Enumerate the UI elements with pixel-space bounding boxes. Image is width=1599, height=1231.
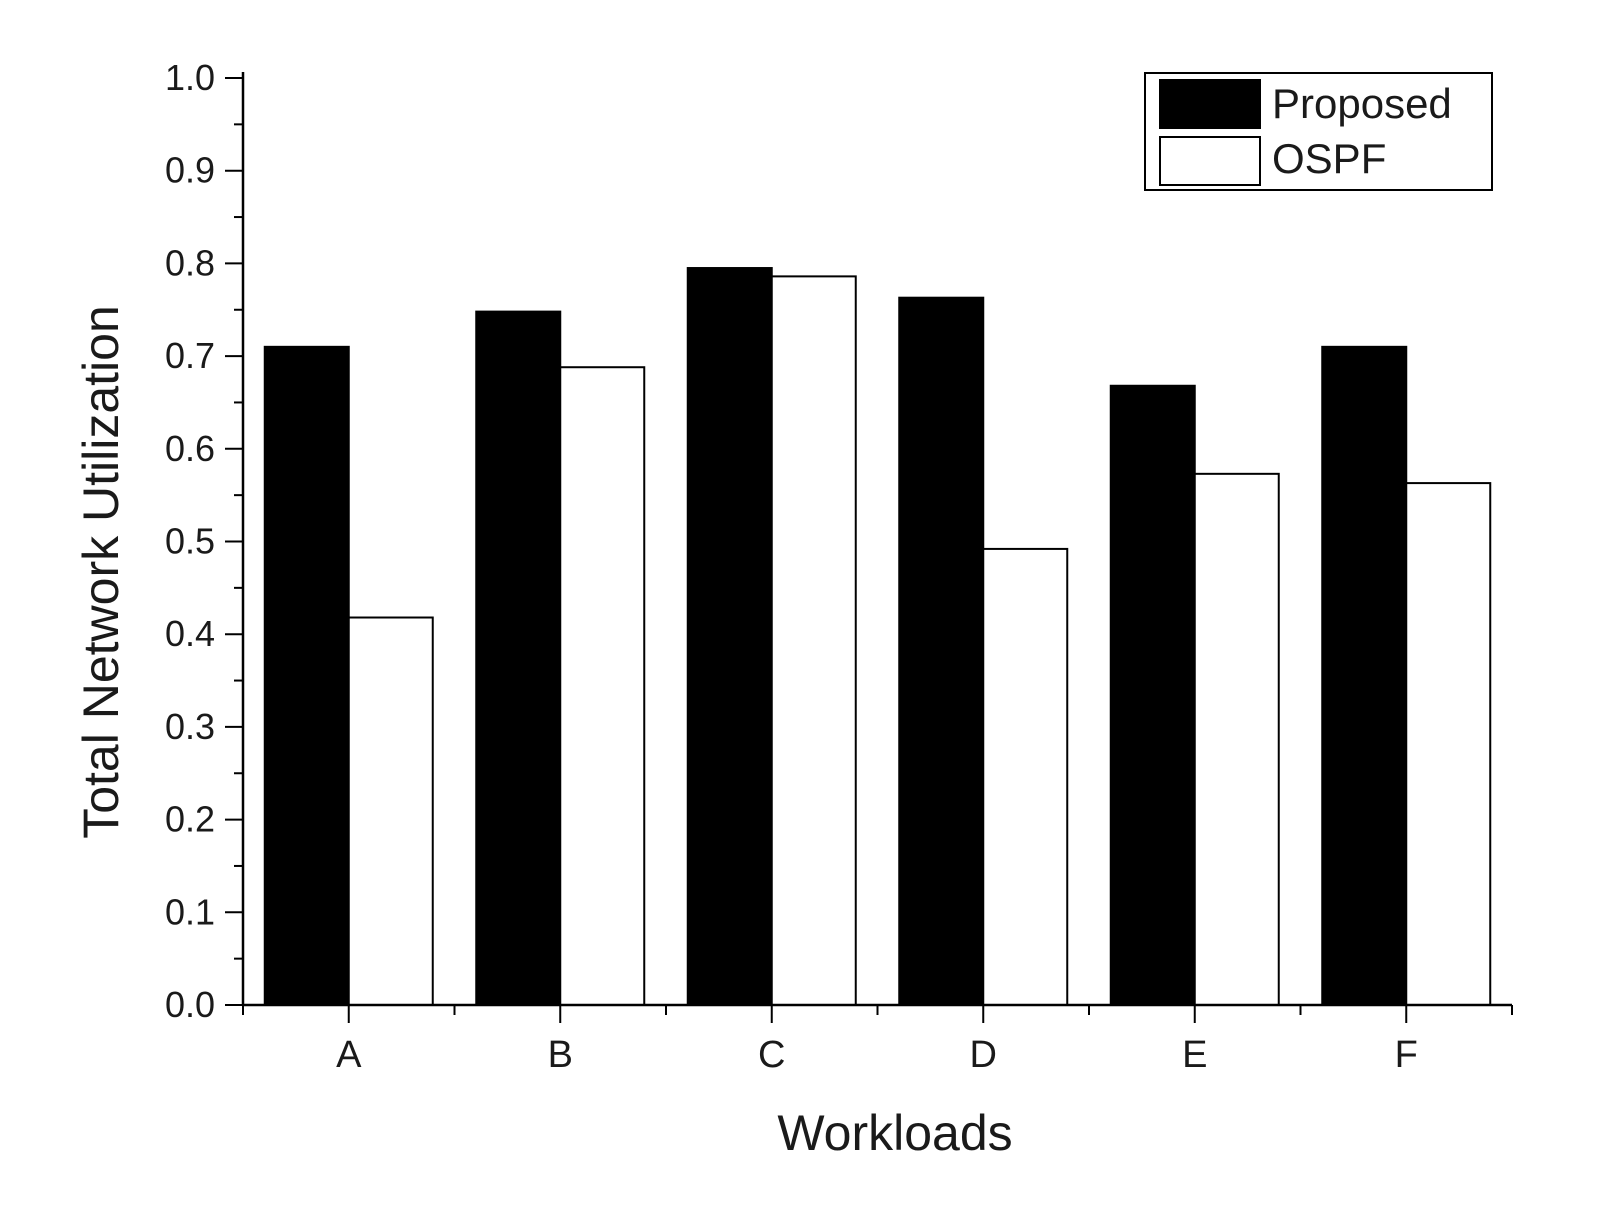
- x-tick-label-a: A: [336, 1034, 362, 1076]
- legend-label-ospf: OSPF: [1272, 135, 1386, 182]
- x-tick-label-f: F: [1395, 1034, 1418, 1076]
- bar-ospf-d: [982, 547, 1069, 1007]
- bars-group: [263, 267, 1492, 1007]
- bar-proposed-c: [686, 267, 773, 1007]
- bar-proposed-f: [1321, 345, 1408, 1006]
- bar-ospf-c: [770, 275, 857, 1006]
- y-tick-label: 1.0: [165, 57, 215, 98]
- legend-swatch-proposed: [1159, 79, 1261, 129]
- ticks-group: 0.0 0.1 0.2 0.3 0.4 0.5 0.6 0.7 0.8 0.9 1.0 A B C D E F: [165, 57, 1513, 1076]
- y-tick-label: 0.6: [165, 428, 215, 469]
- x-tick-label-c: C: [758, 1034, 785, 1076]
- legend-swatch-ospf: [1159, 136, 1261, 186]
- x-axis-title: Workloads: [777, 1105, 1012, 1161]
- y-tick-label: 0.9: [165, 150, 215, 191]
- y-tick-label: 0.4: [165, 613, 215, 654]
- bar-proposed-d: [898, 296, 985, 1007]
- bar-proposed-e: [1109, 384, 1196, 1007]
- x-tick-label-d: D: [970, 1034, 997, 1076]
- legend: Proposed OSPF: [1144, 72, 1493, 191]
- y-tick-label: 0.3: [165, 706, 215, 747]
- y-tick-label: 0.1: [165, 891, 215, 932]
- y-tick-label: 0.2: [165, 799, 215, 840]
- y-axis-title: Total Network Utilization: [73, 305, 129, 839]
- bar-ospf-f: [1405, 482, 1492, 1006]
- bar-ospf-e: [1193, 472, 1280, 1007]
- y-tick-label: 0.7: [165, 335, 215, 376]
- x-tick-label-e: E: [1182, 1034, 1207, 1076]
- y-tick-label: 0.0: [165, 984, 215, 1025]
- legend-label-proposed: Proposed: [1272, 80, 1452, 127]
- bar-ospf-a: [347, 616, 434, 1006]
- x-tick-label-b: B: [548, 1034, 573, 1076]
- bar-proposed-b: [475, 310, 562, 1006]
- y-tick-label: 0.5: [165, 521, 215, 562]
- bar-ospf-b: [559, 366, 646, 1006]
- y-tick-label: 0.8: [165, 242, 215, 283]
- bar-proposed-a: [263, 345, 350, 1006]
